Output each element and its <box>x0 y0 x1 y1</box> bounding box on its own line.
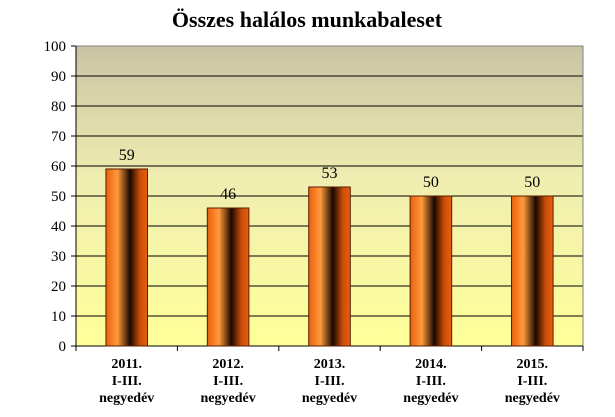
y-tick-label: 90 <box>51 69 66 85</box>
x-tick-label-line: I-III. <box>315 374 345 389</box>
bar <box>308 186 351 347</box>
x-tick-label-line: I-III. <box>517 374 547 389</box>
x-tick-label-line: I-III. <box>416 374 446 389</box>
y-tick-label: 100 <box>44 39 67 55</box>
bar <box>511 195 554 347</box>
x-tick-label: 2013. I-III. negyedév <box>302 357 357 406</box>
y-tick-label: 20 <box>51 279 66 295</box>
x-tick-label-line: I-III. <box>112 374 142 389</box>
x-tick-label-line: negyedév <box>403 391 458 406</box>
data-label: 50 <box>423 174 439 191</box>
x-tick-label-line: I-III. <box>213 374 243 389</box>
data-label: 53 <box>322 165 338 182</box>
x-tick-label-line: 2013. <box>314 357 346 372</box>
x-tick-label-line: 2012. <box>212 357 244 372</box>
x-tick-label-line: 2014. <box>415 357 447 372</box>
y-tick-label: 80 <box>51 99 66 115</box>
x-tick-label: 2011. I-III. negyedév <box>99 357 154 406</box>
x-tick-label-line: negyedév <box>505 391 560 406</box>
x-tick-label: 2015. I-III. negyedév <box>505 357 560 406</box>
bar <box>105 168 148 347</box>
bar <box>409 195 453 347</box>
y-tick-label: 60 <box>51 159 66 175</box>
y-tick-label: 70 <box>51 129 66 145</box>
y-tick-label: 30 <box>51 249 66 265</box>
x-tick-label-line: negyedév <box>302 391 357 406</box>
data-label: 50 <box>524 174 540 191</box>
y-tick-label: 0 <box>59 339 67 355</box>
y-tick-label: 10 <box>51 309 66 325</box>
data-label: 59 <box>119 147 135 164</box>
x-tick-label-line: 2015. <box>517 357 549 372</box>
x-tick-label: 2014. I-III. negyedév <box>403 357 458 406</box>
y-tick-label: 40 <box>51 219 66 235</box>
y-tick-label: 50 <box>51 189 66 205</box>
bar <box>206 207 250 347</box>
data-label: 46 <box>220 186 236 203</box>
x-tick-label-line: negyedév <box>99 391 154 406</box>
chart-title: Összes halálos munkabaleset <box>172 7 443 32</box>
x-tick-label-line: 2011. <box>111 357 142 372</box>
x-tick-label: 2012. I-III. negyedév <box>200 357 255 406</box>
x-tick-label-line: negyedév <box>200 391 255 406</box>
